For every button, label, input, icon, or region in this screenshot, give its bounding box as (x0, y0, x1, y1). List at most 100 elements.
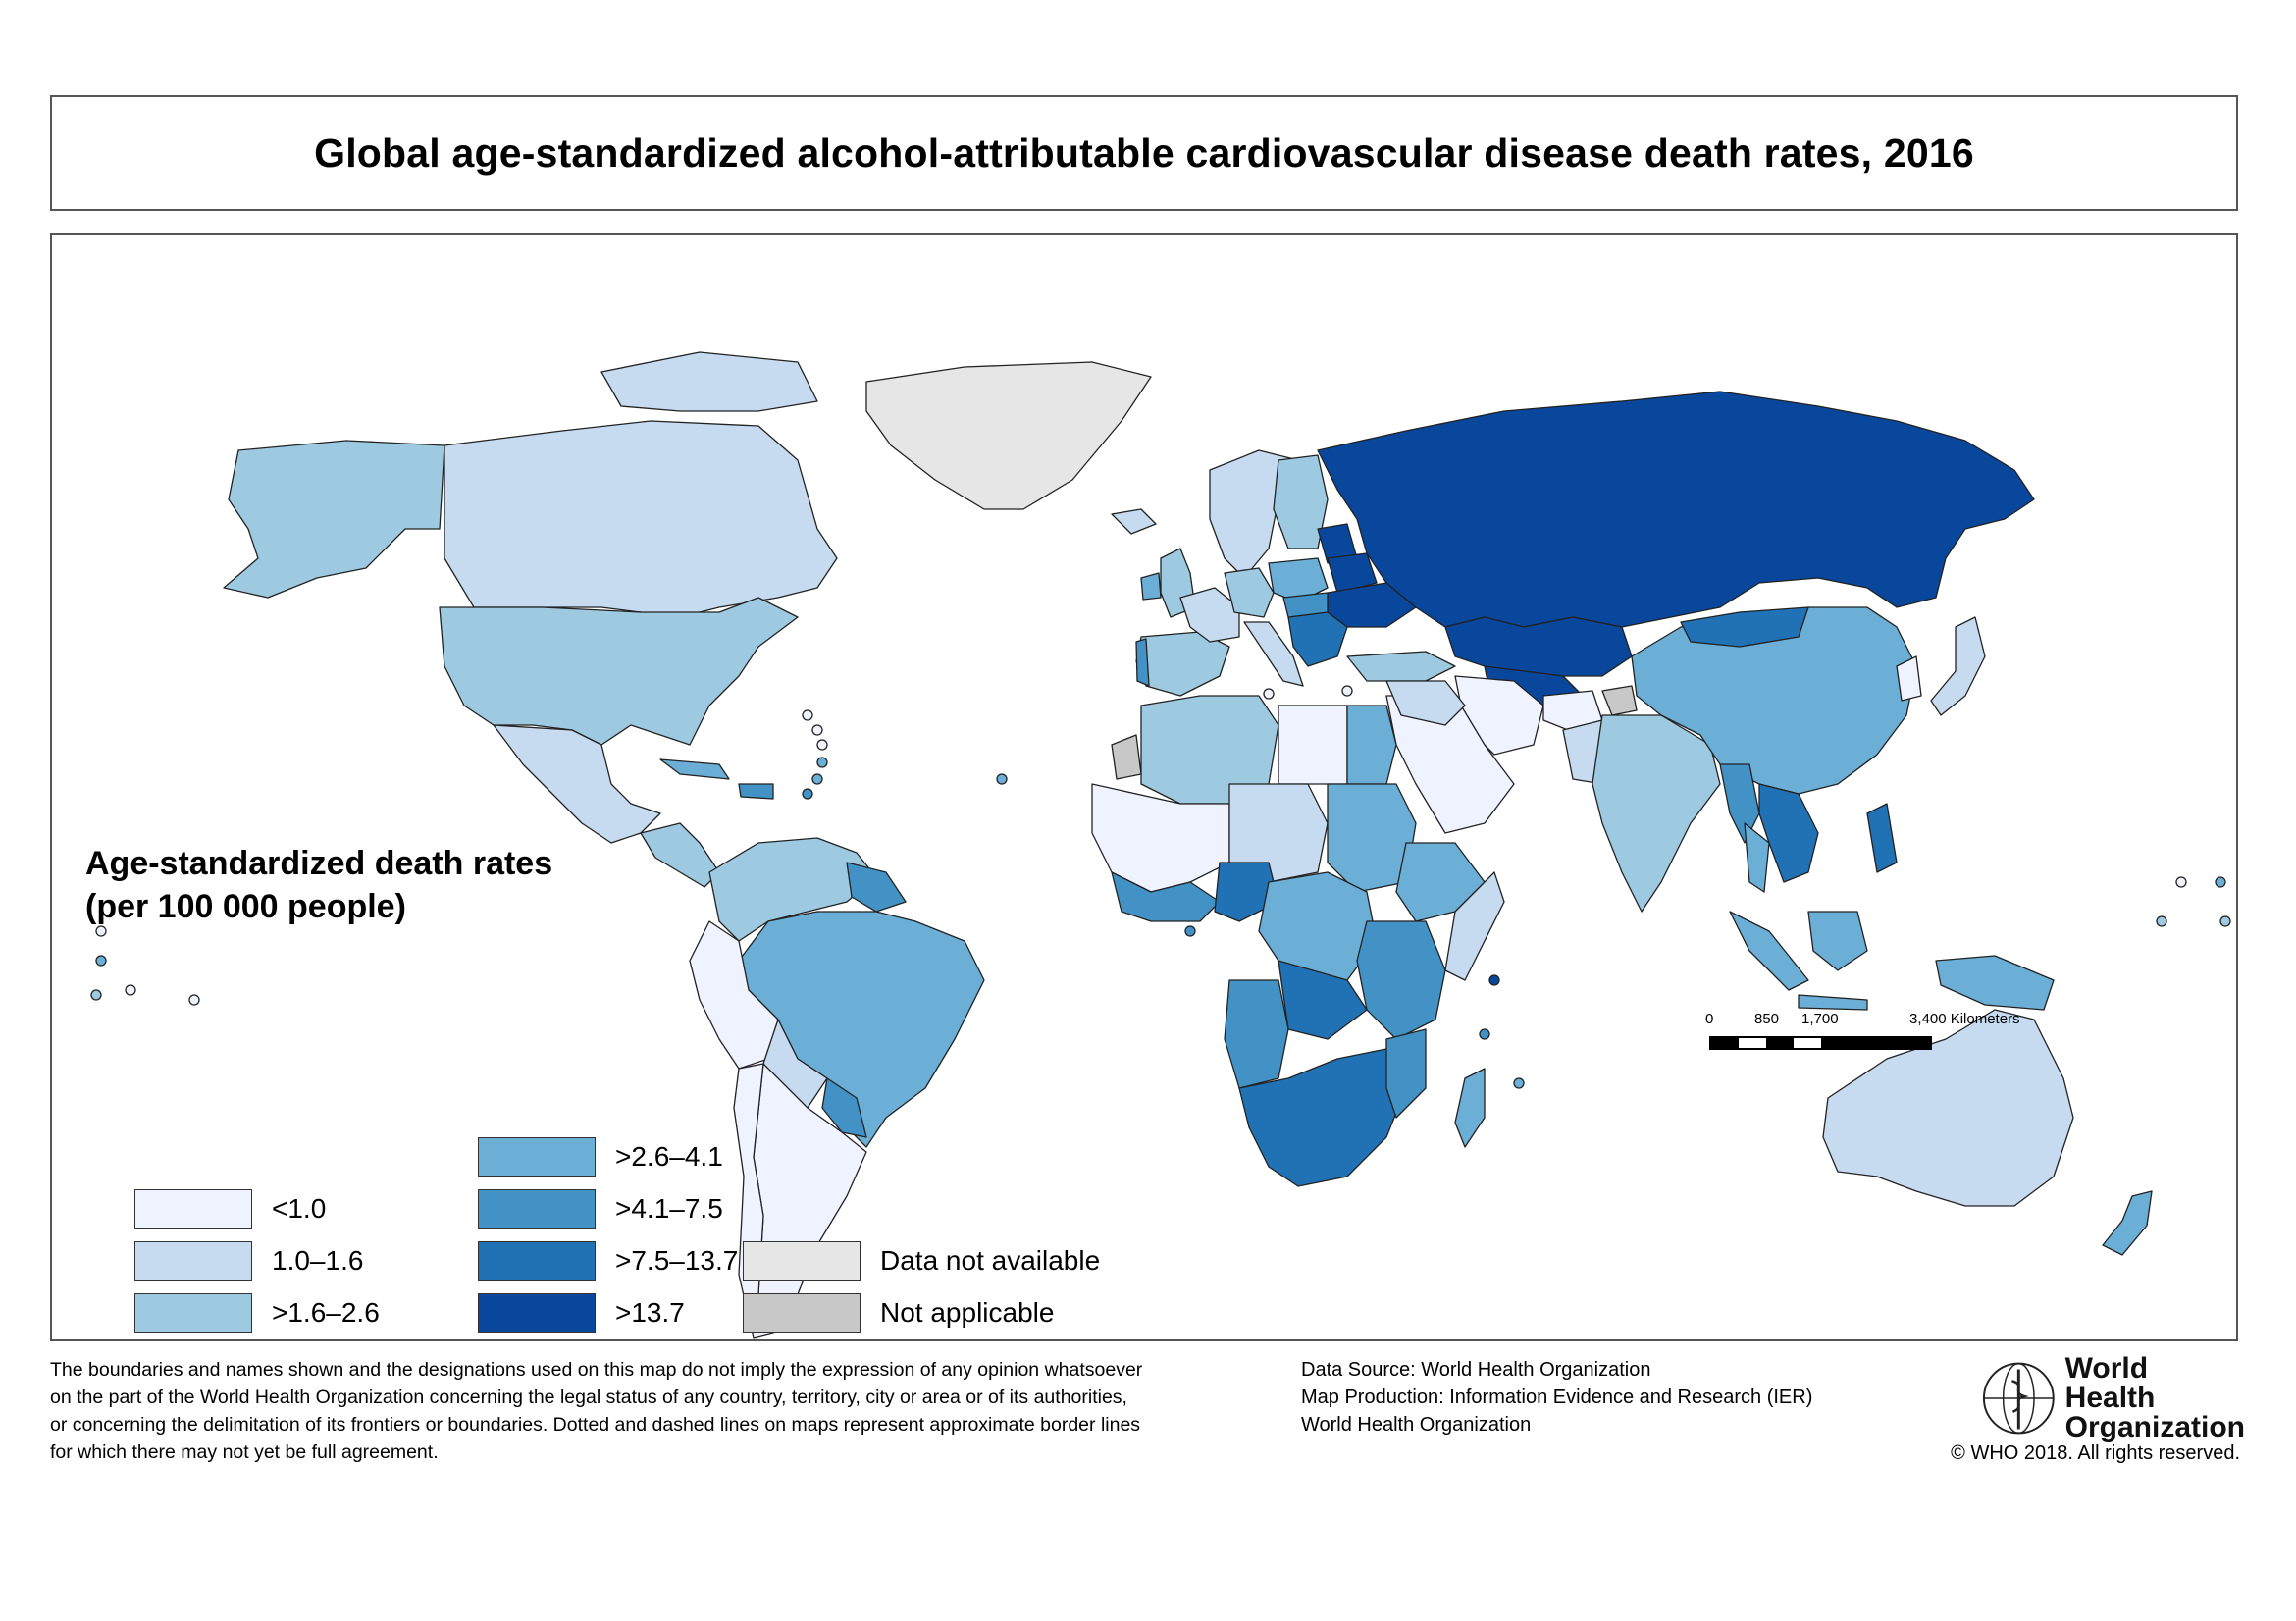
region-iraq-syria (1385, 680, 1466, 726)
island-caribbean-2 (811, 724, 823, 736)
legend-label: >4.1–7.5 (615, 1193, 723, 1224)
legend-swatch (478, 1241, 596, 1281)
region-cuba (659, 758, 730, 780)
region-belarus (1327, 552, 1378, 594)
disclaimer-line: for which there may not yet be full agre… (50, 1441, 439, 1463)
region-mexico (493, 724, 661, 844)
region-new-guinea (1935, 955, 2055, 1011)
island-cyprus (1341, 685, 1353, 697)
region-australia (1822, 1009, 2074, 1207)
region-portugal (1135, 638, 1150, 687)
region-balkans (1287, 611, 1348, 667)
scale-segment (1711, 1038, 1739, 1048)
disclaimer-line: The boundaries and names shown and the d… (50, 1359, 1143, 1381)
region-canada-arctic (600, 351, 818, 412)
world-map (90, 351, 2231, 1339)
legend-label: >13.7 (615, 1297, 685, 1328)
region-canada (444, 420, 838, 618)
region-mozambique (1385, 1028, 1427, 1119)
region-new-zealand (2102, 1190, 2153, 1256)
legend-swatch (478, 1137, 596, 1177)
region-madagascar (1454, 1068, 1486, 1148)
region-india (1592, 714, 1721, 913)
region-hispaniola (738, 783, 774, 800)
region-guianas (846, 862, 907, 913)
island-malta (1263, 688, 1275, 700)
legend-item-class-5: >4.1–7.5 (478, 1189, 723, 1229)
scale-label-0: 0 (1705, 1011, 1714, 1027)
region-gulf-guinea (1111, 871, 1221, 922)
legend-swatch (134, 1241, 252, 1281)
region-kashmir (1601, 685, 1638, 716)
disclaimer: The boundaries and names shown and the d… (50, 1356, 1267, 1466)
region-central-america (640, 822, 720, 888)
legend-label: Data not available (880, 1245, 1101, 1276)
region-kazakhstan (1444, 616, 1633, 677)
legend-item-class-2: 1.0–1.6 (134, 1241, 363, 1281)
island-mauritius (1513, 1077, 1525, 1089)
scale-label-850: 850 (1754, 1011, 1780, 1027)
island-seychelles (1488, 974, 1500, 986)
region-alaska (223, 440, 445, 599)
island-caribbean-3 (816, 739, 828, 751)
who-wordmark-line1: World Health (2064, 1351, 2156, 1414)
island-oceania-2 (2215, 876, 2226, 888)
island-oceania-1 (2175, 876, 2187, 888)
island-caribbean-5 (811, 773, 823, 785)
scale-bar: 0 850 1,700 3,400 Kilometers (1664, 1011, 2020, 1050)
region-mongolia (1680, 606, 1809, 648)
region-greenland (865, 361, 1152, 510)
island-comoros (1479, 1028, 1490, 1040)
legend-item-class-1: <1.0 (134, 1189, 326, 1229)
region-arabia (1385, 695, 1515, 834)
region-iceland (1111, 508, 1157, 535)
credits: Data Source: World Health Organization M… (1301, 1356, 1812, 1438)
credit-line: Map Production: Information Evidence and… (1301, 1386, 1813, 1408)
region-thailand (1744, 822, 1770, 893)
region-myanmar (1719, 763, 1760, 844)
region-korea (1896, 655, 1922, 702)
who-logo: World Health Organization (1980, 1351, 2245, 1443)
who-wordmark: World Health Organization (2064, 1351, 2245, 1443)
who-wordmark-line2: Organization (2064, 1410, 2245, 1443)
legend-item-no-data: Data not available (743, 1241, 1100, 1281)
who-emblem-icon (1982, 1362, 2055, 1434)
map-frame (50, 233, 2238, 1341)
legend-item-class-6: >7.5–13.7 (478, 1241, 738, 1281)
legend-swatch (478, 1293, 596, 1333)
region-hungary-romania (1282, 592, 1329, 618)
legend-swatch (743, 1293, 861, 1333)
region-germany (1224, 567, 1275, 618)
scale-segment (1766, 1038, 1794, 1048)
legend-label: >1.6–2.6 (272, 1297, 380, 1328)
region-turkey (1346, 651, 1456, 682)
legend-label: <1.0 (272, 1193, 327, 1224)
region-finland (1273, 454, 1329, 549)
region-nigeria (1214, 862, 1279, 922)
island-caribbean-4 (816, 757, 828, 768)
legend-item-class-3: >1.6–2.6 (134, 1293, 380, 1333)
region-spain-portugal (1135, 631, 1230, 697)
legend-title-line2: (per 100 000 people) (85, 888, 406, 925)
region-philippines (1866, 803, 1898, 873)
region-east-africa (1356, 920, 1446, 1040)
region-russia (1317, 391, 2035, 628)
legend-label: Not applicable (880, 1297, 1055, 1328)
island-pacific-3 (125, 984, 136, 996)
island-pacific-1 (95, 955, 107, 967)
credit-line: Data Source: World Health Organization (1301, 1359, 1651, 1381)
island-pacific-4 (188, 994, 200, 1006)
region-france (1179, 587, 1240, 643)
legend-swatch (134, 1189, 252, 1229)
scale-labels: 0 850 1,700 3,400 Kilometers (1664, 1011, 2020, 1032)
legend-swatch (134, 1293, 252, 1333)
copyright: © WHO 2018. All rights reserved. (1951, 1442, 2240, 1464)
legend-title-line1: Age-standardized death rates (85, 845, 553, 882)
legend-title: Age-standardized death rates (per 100 00… (85, 842, 552, 928)
island-cape-verde (996, 773, 1008, 785)
region-egypt (1346, 705, 1397, 785)
region-libya (1278, 705, 1348, 785)
island-oceania-3 (2156, 915, 2167, 927)
legend-item-class-7: >13.7 (478, 1293, 685, 1333)
map-title: Global age-standardized alcohol-attribut… (314, 130, 1974, 176)
